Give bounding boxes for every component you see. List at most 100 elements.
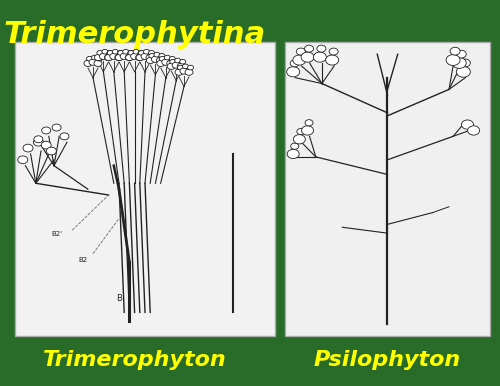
Circle shape <box>84 60 92 66</box>
Circle shape <box>450 47 460 55</box>
Circle shape <box>149 54 155 58</box>
Circle shape <box>120 53 128 59</box>
Circle shape <box>180 68 188 74</box>
Circle shape <box>156 58 164 64</box>
Circle shape <box>146 54 154 61</box>
Circle shape <box>293 55 306 65</box>
Text: B: B <box>116 294 122 303</box>
Circle shape <box>141 53 149 59</box>
Circle shape <box>460 59 470 67</box>
Circle shape <box>175 69 183 75</box>
Circle shape <box>136 54 144 61</box>
Circle shape <box>97 51 103 55</box>
Circle shape <box>446 55 460 66</box>
Circle shape <box>115 54 123 61</box>
Circle shape <box>317 45 326 52</box>
Circle shape <box>294 135 306 144</box>
Circle shape <box>172 62 180 68</box>
Circle shape <box>297 129 305 135</box>
Circle shape <box>178 65 184 70</box>
Circle shape <box>301 52 314 62</box>
Circle shape <box>133 49 139 54</box>
Text: Trimerophyton: Trimerophyton <box>43 350 227 370</box>
Circle shape <box>146 58 154 64</box>
Circle shape <box>128 51 134 55</box>
Bar <box>285 42 490 336</box>
Circle shape <box>23 144 33 152</box>
Circle shape <box>304 45 314 52</box>
Circle shape <box>118 51 124 55</box>
Circle shape <box>154 52 160 57</box>
Circle shape <box>125 54 133 61</box>
Circle shape <box>326 55 338 65</box>
Circle shape <box>110 53 118 59</box>
Circle shape <box>104 54 112 61</box>
Circle shape <box>174 58 180 63</box>
Circle shape <box>115 54 123 61</box>
Circle shape <box>286 67 300 77</box>
Circle shape <box>314 52 326 62</box>
Circle shape <box>468 126 479 135</box>
Circle shape <box>100 53 108 59</box>
Circle shape <box>185 69 193 75</box>
Circle shape <box>60 133 69 140</box>
Circle shape <box>105 54 113 61</box>
Circle shape <box>167 63 175 69</box>
Circle shape <box>46 147 56 155</box>
Circle shape <box>34 136 43 143</box>
Circle shape <box>107 51 113 55</box>
Circle shape <box>290 143 298 149</box>
Circle shape <box>452 58 466 68</box>
Circle shape <box>148 51 154 55</box>
Circle shape <box>41 141 51 149</box>
Circle shape <box>296 48 306 55</box>
Circle shape <box>182 64 188 69</box>
Circle shape <box>162 59 170 65</box>
Circle shape <box>102 49 108 54</box>
Circle shape <box>34 138 43 146</box>
Circle shape <box>112 49 118 54</box>
Circle shape <box>164 55 170 60</box>
Circle shape <box>138 51 144 55</box>
Circle shape <box>290 60 299 67</box>
Circle shape <box>122 49 128 54</box>
Circle shape <box>287 149 299 159</box>
Bar <box>15 42 275 336</box>
Circle shape <box>170 56 175 61</box>
Circle shape <box>456 50 466 58</box>
Circle shape <box>42 127 50 134</box>
Circle shape <box>89 59 97 65</box>
Circle shape <box>144 49 150 54</box>
Text: Psilophyton: Psilophyton <box>314 350 461 370</box>
Circle shape <box>86 56 92 61</box>
Circle shape <box>130 53 138 59</box>
Circle shape <box>170 59 175 64</box>
Circle shape <box>126 54 134 61</box>
Circle shape <box>180 59 186 64</box>
Circle shape <box>128 51 134 55</box>
Circle shape <box>177 63 185 69</box>
Circle shape <box>167 60 175 66</box>
Text: B2: B2 <box>78 257 87 264</box>
Circle shape <box>329 48 338 55</box>
Circle shape <box>138 51 144 55</box>
Circle shape <box>52 124 61 131</box>
Circle shape <box>157 60 165 66</box>
Circle shape <box>18 156 28 164</box>
Circle shape <box>159 54 165 58</box>
Circle shape <box>456 66 470 77</box>
Circle shape <box>305 120 313 126</box>
Text: Trimerophytina: Trimerophytina <box>4 20 266 49</box>
Circle shape <box>152 56 160 63</box>
Circle shape <box>118 51 124 55</box>
Circle shape <box>92 55 98 60</box>
Circle shape <box>108 51 114 55</box>
Circle shape <box>94 60 102 66</box>
Circle shape <box>160 56 166 61</box>
Circle shape <box>94 54 102 61</box>
Circle shape <box>96 56 102 61</box>
Text: B2': B2' <box>51 231 62 237</box>
Circle shape <box>188 65 194 70</box>
Circle shape <box>302 126 314 135</box>
Circle shape <box>136 54 143 61</box>
